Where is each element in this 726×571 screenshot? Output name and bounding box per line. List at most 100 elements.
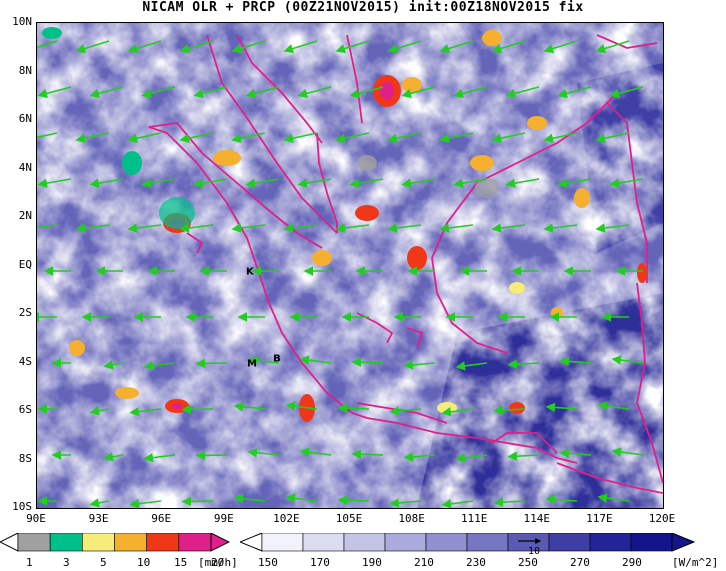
wind-arrow: [285, 401, 318, 411]
wind-arrow: [453, 86, 488, 99]
wind-arrow: [609, 178, 644, 188]
lat-label: 4N: [18, 160, 32, 174]
wind-arrow: [595, 223, 630, 233]
vector-reference-label: 10: [528, 546, 541, 557]
wind-arrow: [37, 224, 58, 229]
lat-label: EQ: [18, 257, 32, 271]
olr-colorbar-segment: [630, 533, 673, 552]
olr-tick: 250: [518, 556, 538, 569]
olr-tick: 170: [310, 556, 330, 569]
wind-arrow: [439, 40, 474, 54]
lat-label: 2N: [18, 209, 32, 222]
precip-colorbar: [0, 533, 230, 552]
precip-colorbar-segment: [146, 533, 180, 552]
cloud-texture: [37, 23, 663, 508]
lon-label: 105E: [335, 512, 363, 525]
wind-arrow: [233, 494, 266, 504]
wind-arrow: [179, 40, 214, 54]
wind-arrow: [179, 223, 214, 233]
wind-arrow: [129, 406, 162, 417]
wind-arrow: [595, 132, 630, 143]
wind-arrow: [141, 178, 176, 188]
precip-colorbar-segment: [49, 533, 83, 552]
wind-arrow: [507, 451, 540, 462]
wind-arrow: [37, 178, 72, 188]
wind-arrow: [401, 178, 436, 188]
wind-arrow: [193, 178, 228, 188]
wind-arrow: [611, 355, 644, 365]
wind-arrow: [403, 360, 436, 370]
wind-arrow: [233, 402, 266, 412]
wind-arrow: [441, 499, 474, 508]
wind-arrow: [195, 450, 228, 461]
wind-arrow: [507, 359, 540, 370]
map-plot-area: K M B: [36, 22, 664, 509]
wind-arrow: [193, 86, 228, 99]
olr-tick: 290: [622, 556, 642, 569]
lon-label: 108E: [398, 512, 425, 525]
wind-arrow: [387, 40, 422, 54]
wind-arrow: [75, 40, 110, 54]
wind-arrow: [611, 447, 644, 457]
wind-arrow: [143, 452, 176, 463]
olr-colorbar-segment: [548, 533, 591, 552]
lon-label: 99E: [213, 512, 234, 525]
wind-arrow: [609, 86, 644, 99]
wind-arrow: [299, 447, 332, 457]
wind-arrow: [595, 40, 630, 54]
wind-arrow: [297, 178, 332, 188]
lat-label: 6S: [18, 403, 32, 416]
wind-arrow: [89, 86, 124, 99]
precip-colorbar-segment: [178, 533, 212, 552]
wind-arrow: [141, 86, 176, 99]
lon-label: 96E: [151, 512, 172, 525]
precip-tick: 3: [62, 556, 70, 569]
olr-colorbar-segment: [384, 533, 427, 552]
wind-arrow: [441, 407, 474, 417]
wind-arrow: [143, 360, 176, 371]
wind-arrow: [491, 40, 526, 54]
lat-label: 6N: [18, 112, 32, 125]
olr-tick: 230: [466, 556, 486, 569]
wind-arrow: [389, 406, 422, 416]
wind-arrow: [283, 132, 318, 143]
lat-label: 8N: [18, 63, 32, 77]
wind-arrow: [181, 404, 214, 415]
wind-arrow: [387, 132, 422, 143]
precip-colorbar-segment: [17, 533, 51, 552]
lat-label: 10S: [12, 500, 32, 513]
wind-arrow: [597, 493, 630, 503]
olr-colorbar-segment: [589, 533, 632, 552]
station-marker-m: M: [247, 359, 257, 370]
wind-vectors: [37, 40, 644, 508]
wind-arrow: [439, 132, 474, 143]
station-marker-b: B: [273, 354, 281, 365]
wind-arrow: [439, 223, 474, 233]
wind-arrow: [349, 178, 384, 188]
wind-arrow: [455, 453, 488, 463]
wind-arrow: [103, 360, 124, 370]
wind-arrow: [247, 448, 280, 458]
wind-arrow: [231, 132, 266, 143]
wind-arrow: [493, 497, 526, 508]
wind-arrow: [455, 361, 488, 371]
wind-arrow: [351, 357, 384, 367]
wind-arrow: [299, 355, 332, 365]
precip-tick: 10: [136, 556, 151, 569]
wind-arrow: [505, 86, 540, 99]
olr-tick: 150: [258, 556, 278, 569]
lon-label: 111E: [460, 512, 488, 525]
wind-arrow: [491, 223, 526, 233]
wind-arrow: [557, 86, 592, 99]
wind-arrow: [129, 498, 162, 508]
wind-arrow: [285, 493, 318, 503]
wind-arrow: [335, 40, 370, 54]
wind-arrow: [349, 86, 384, 99]
wind-arrow: [37, 86, 72, 99]
wind-arrow: [543, 40, 578, 54]
wind-arrow: [283, 223, 318, 233]
lat-label: 8S: [18, 451, 32, 465]
wind-arrow: [545, 494, 578, 505]
wind-arrow: [231, 223, 266, 233]
lon-label: 90E: [26, 512, 46, 525]
